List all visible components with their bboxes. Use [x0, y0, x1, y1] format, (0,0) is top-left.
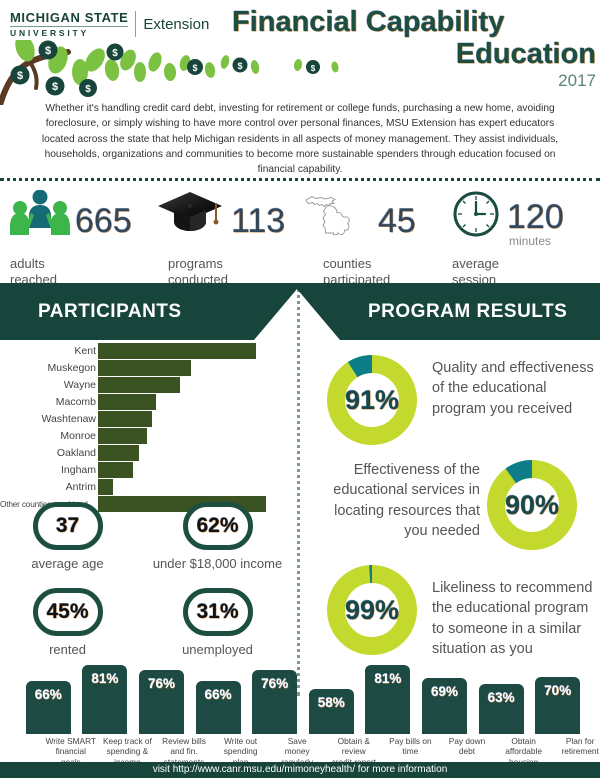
svg-text:$: $	[45, 45, 51, 57]
svg-text:$: $	[311, 64, 316, 73]
svg-text:$: $	[112, 48, 118, 59]
svg-text:$: $	[85, 84, 91, 95]
svg-text:$: $	[237, 61, 242, 71]
svg-text:$: $	[52, 81, 58, 93]
svg-text:$: $	[192, 63, 197, 73]
svg-text:$: $	[17, 70, 23, 82]
